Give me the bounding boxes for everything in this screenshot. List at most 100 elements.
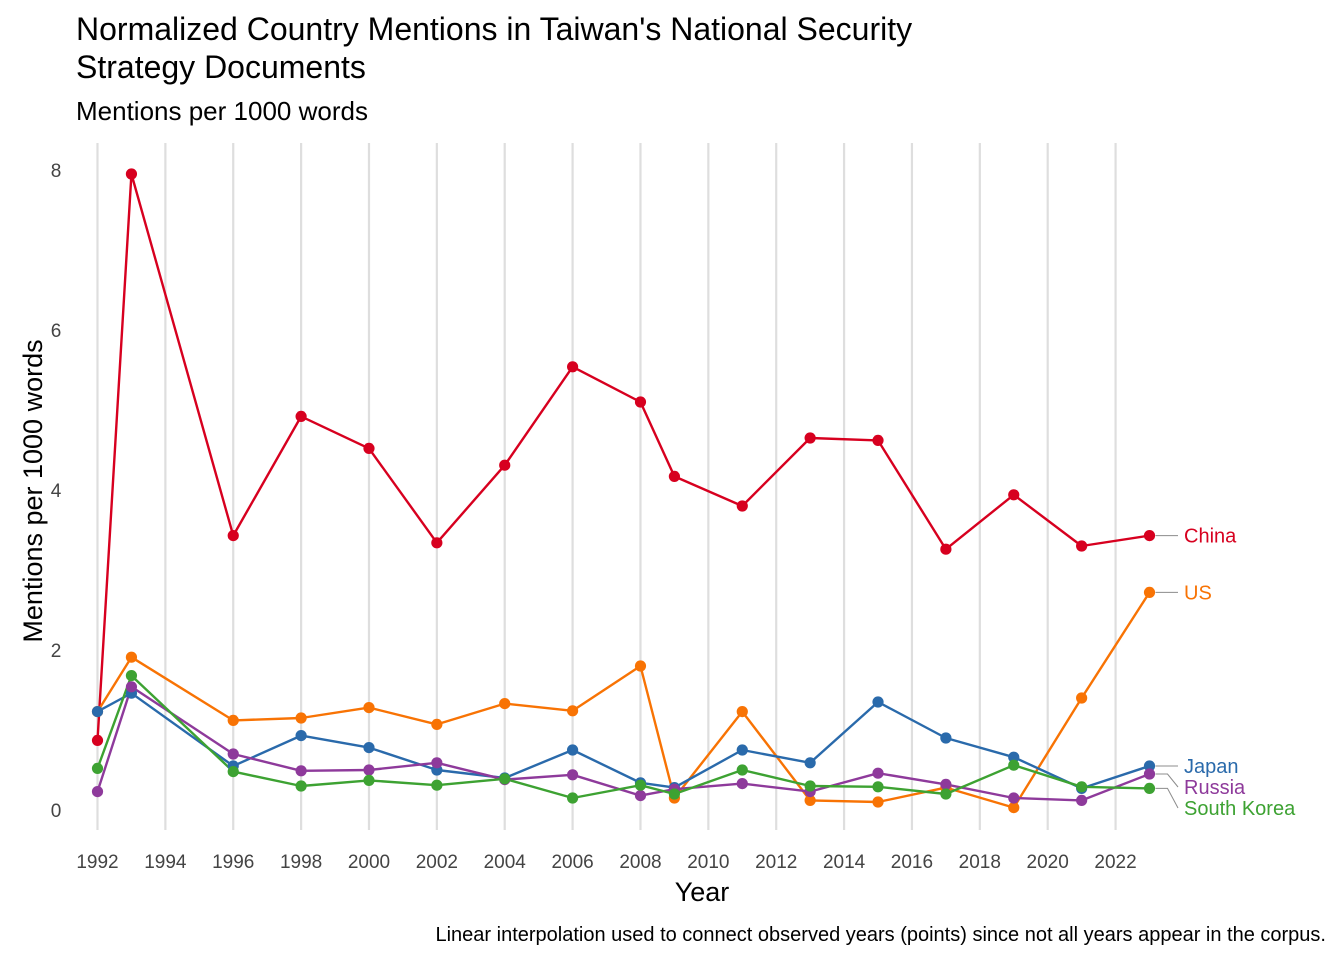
series-line-russia [96, 685, 1150, 802]
data-point-south-korea [91, 762, 104, 775]
series-line-south-korea [96, 674, 1150, 800]
data-point-us [634, 660, 647, 672]
y-axis-ticks: 0 2 4 6 8 [51, 161, 62, 822]
data-point-russia [227, 748, 239, 760]
data-point-south-korea [736, 764, 748, 776]
data-point-south-korea [872, 781, 884, 793]
data-point-japan [91, 706, 104, 718]
series-lines [96, 172, 1151, 809]
data-point-japan [940, 732, 952, 744]
x-tick-label: 2020 [1027, 852, 1069, 873]
x-tick-label: 1992 [76, 852, 118, 873]
data-point-china [804, 432, 816, 444]
data-point-japan [804, 757, 816, 769]
data-point-china [363, 442, 375, 454]
y-tick-label: 6 [51, 321, 62, 342]
x-tick-label: 1994 [144, 852, 187, 873]
data-point-south-korea [499, 773, 511, 785]
x-tick-label: 2016 [891, 852, 933, 873]
data-point-us [227, 714, 239, 727]
data-point-japan [736, 744, 748, 756]
data-point-russia [295, 765, 307, 777]
data-point-russia [363, 764, 375, 776]
data-point-china [634, 396, 647, 408]
series-line-china [96, 172, 1150, 741]
data-point-russia [736, 778, 748, 790]
data-point-japan [566, 744, 579, 756]
x-tick-label: 2008 [619, 852, 661, 873]
data-point-russia [1008, 792, 1020, 804]
end-label-south-korea: South Korea [1184, 798, 1296, 820]
data-point-us [736, 706, 748, 718]
data-point-south-korea [295, 780, 307, 792]
end-label-japan: Japan [1184, 756, 1239, 778]
x-tick-label: 2012 [755, 852, 797, 873]
x-tick-label: 2010 [687, 852, 729, 873]
data-point-china [1076, 540, 1088, 552]
data-point-china [1143, 530, 1156, 542]
y-tick-label: 4 [51, 481, 62, 502]
data-point-japan [363, 742, 375, 754]
end-label-us: US [1184, 582, 1212, 604]
data-point-south-korea [1143, 782, 1156, 795]
data-point-japan [1143, 760, 1156, 772]
x-tick-label: 2022 [1094, 852, 1136, 873]
data-point-japan [295, 730, 307, 742]
data-point-russia [91, 786, 104, 798]
chart-subtitle: Mentions per 1000 words [76, 96, 368, 126]
data-point-china [499, 459, 511, 471]
data-point-china [295, 410, 307, 422]
x-axis-ticks: 1992 1994 1996 1998 2000 2002 2004 2006 2008 2010… [76, 852, 1136, 873]
data-point-russia [566, 769, 579, 781]
data-point-china [736, 500, 748, 512]
data-point-us [804, 794, 816, 807]
data-point-russia [1076, 794, 1088, 807]
data-point-us [1008, 802, 1020, 814]
data-point-us [1143, 586, 1156, 599]
end-label-russia: Russia [1184, 777, 1246, 799]
data-point-south-korea [566, 792, 579, 804]
y-tick-label: 2 [51, 641, 62, 662]
data-point-russia [634, 790, 647, 802]
data-point-us [295, 712, 307, 724]
chart-title-line-1: Normalized Country Mentions in Taiwan's … [76, 11, 912, 47]
x-tick-label: 2000 [348, 852, 390, 873]
data-point-south-korea [125, 670, 138, 682]
data-point-south-korea [634, 779, 647, 791]
chart-caption: Linear interpolation used to connect obs… [435, 924, 1326, 946]
data-point-china [1008, 489, 1020, 501]
data-point-china [566, 361, 579, 373]
data-point-south-korea [431, 779, 443, 791]
data-point-china [125, 168, 138, 180]
end-label-china: China [1184, 526, 1237, 548]
data-point-china [91, 734, 104, 747]
end-label-leader-south-korea [1155, 787, 1179, 809]
data-point-us [363, 702, 375, 714]
data-point-us [872, 796, 884, 808]
data-point-china [872, 434, 884, 446]
data-point-russia [940, 778, 952, 791]
data-point-china [227, 530, 239, 542]
data-point-us [1076, 692, 1088, 704]
y-axis-title: Mentions per 1000 words [18, 339, 48, 642]
data-point-south-korea [1076, 781, 1088, 793]
data-point-south-korea [940, 788, 952, 800]
data-point-south-korea [668, 788, 681, 800]
y-tick-label: 8 [51, 161, 62, 182]
data-point-us [566, 705, 579, 717]
data-point-russia [1143, 768, 1156, 780]
x-tick-label: 1996 [212, 852, 254, 873]
x-tick-label: 2018 [959, 852, 1001, 873]
data-point-russia [431, 757, 443, 769]
data-point-south-korea [363, 774, 375, 787]
data-point-us [125, 651, 138, 663]
gridlines [96, 143, 1117, 830]
x-tick-label: 2014 [823, 852, 866, 873]
x-axis-title: Year [675, 877, 730, 907]
data-point-us [431, 718, 443, 731]
y-tick-label: 0 [51, 801, 62, 822]
chart-title-line-2: Strategy Documents [76, 49, 366, 85]
data-point-south-korea [1008, 759, 1020, 771]
